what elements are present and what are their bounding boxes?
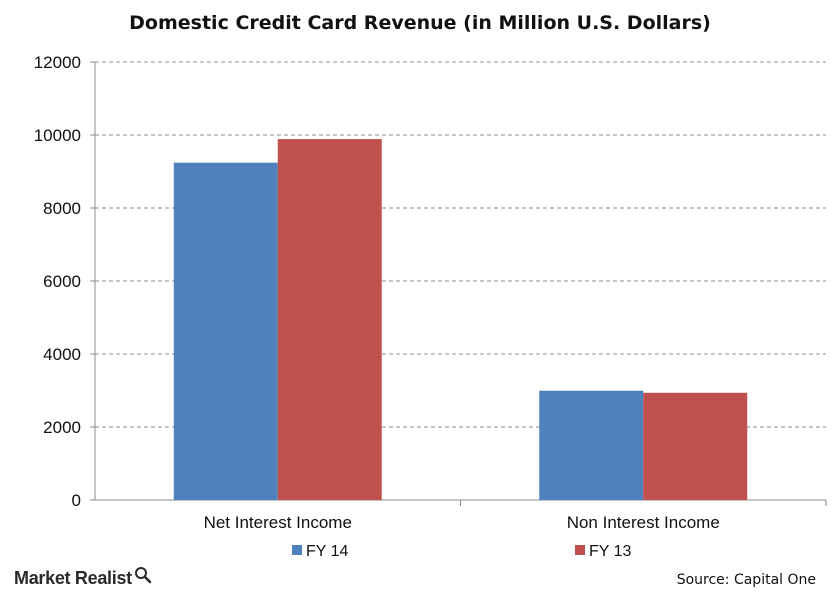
- bar: [173, 162, 278, 501]
- y-tick-label: 10000: [34, 126, 81, 145]
- legend-label: FY 13: [589, 543, 632, 560]
- y-tick-label: 12000: [34, 53, 81, 72]
- y-tick-label: 4000: [43, 345, 81, 364]
- brand-logo-text: Market Realist: [14, 568, 132, 588]
- y-tick-label: 2000: [43, 418, 81, 437]
- y-tick-label: 8000: [43, 199, 81, 218]
- x-category-label: Non Interest Income: [567, 513, 720, 532]
- bar: [539, 390, 644, 500]
- chart-title: Domestic Credit Card Revenue (in Million…: [129, 12, 711, 34]
- source-note: Source: Capital One: [676, 572, 816, 588]
- bar: [277, 139, 382, 500]
- x-category-label: Net Interest Income: [204, 513, 352, 532]
- bar: [643, 392, 748, 500]
- y-tick-label: 6000: [43, 272, 81, 291]
- magnifier-icon: [135, 567, 152, 584]
- legend-label: FY 14: [306, 543, 349, 560]
- legend-swatch: [292, 545, 302, 555]
- legend-swatch: [575, 545, 585, 555]
- y-tick-label: 0: [72, 491, 81, 510]
